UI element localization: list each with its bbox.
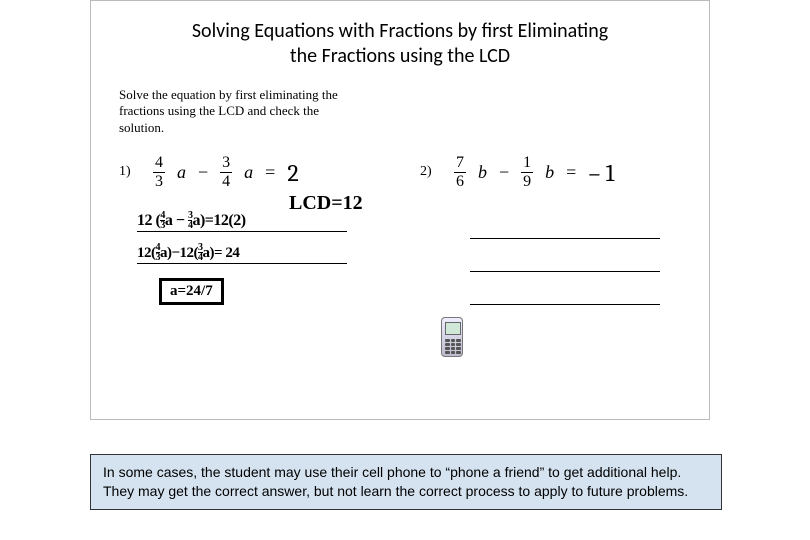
blank-line-1	[470, 238, 660, 239]
blank-line-3	[470, 304, 660, 305]
cellphone-icon	[441, 317, 465, 361]
instructions-text: Solve the equation by first eliminating …	[119, 87, 359, 136]
fraction-1: 7 6	[454, 155, 466, 190]
title-line-2: the Fractions using the LCD	[290, 44, 510, 68]
lcd-annotation: LCD=12	[289, 192, 363, 215]
answer-box: a=24/7	[159, 278, 224, 305]
underline-1	[137, 231, 347, 232]
fraction-1: 4 3	[153, 155, 165, 190]
problems-row: 1) 4 3 a − 3 4 a = 2 LCD=12	[119, 148, 681, 305]
fraction-2: 3 4	[220, 155, 232, 190]
equation-1: 4 3 a − 3 4 a = 2	[153, 148, 380, 198]
problem-2: 2) 7 6 b − 1 9 b = 1	[420, 148, 681, 305]
problem-number: 2)	[420, 164, 432, 180]
worksheet-title: Solving Equations with Fractions by firs…	[119, 19, 681, 69]
fraction-2: 1 9	[521, 155, 533, 190]
blank-line-2	[470, 271, 660, 272]
caption-box: In some cases, the student may use their…	[90, 454, 722, 510]
work-line-2: 12(43a)−12(34a)= 24	[137, 244, 380, 263]
worksheet-panel: Solving Equations with Fractions by firs…	[90, 0, 710, 420]
problem-1: 1) 4 3 a − 3 4 a = 2 LCD=12	[119, 148, 380, 305]
equation-2: 7 6 b − 1 9 b = 1	[454, 148, 681, 198]
problem-number: 1)	[119, 164, 131, 180]
title-line-1: Solving Equations with Fractions by firs…	[192, 19, 608, 43]
underline-2	[137, 263, 347, 264]
